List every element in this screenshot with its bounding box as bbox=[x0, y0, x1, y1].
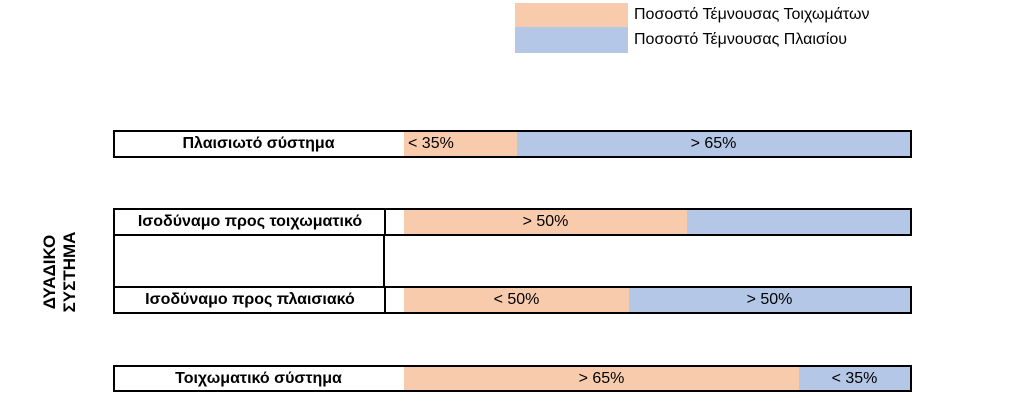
segment-wall-wall-system: > 65% bbox=[404, 367, 799, 390]
segment-frame-equivalent-wall bbox=[687, 210, 910, 234]
segment-frame-text: < 35% bbox=[831, 369, 878, 387]
segment-wall-text: > 50% bbox=[522, 213, 569, 230]
dual-block-left-border bbox=[113, 234, 115, 288]
row-label-equivalent-wall: Ισοδύναμο προς τοιχωματικό bbox=[137, 213, 363, 230]
row-equivalent-wall: Ισοδύναμο προς τοιχωματικό > 50% bbox=[113, 208, 912, 236]
row-wall-system: Τοιχωματικό σύστημα > 65% < 35% bbox=[113, 365, 912, 392]
segment-frame-text: > 65% bbox=[690, 135, 737, 152]
row-frame-system: Πλαισιωτό σύστημα < 35% > 65% bbox=[113, 130, 912, 158]
segment-frame-frame-system: > 65% bbox=[517, 132, 910, 156]
segment-wall-text: > 65% bbox=[578, 369, 625, 387]
segment-wall-equivalent-frame: < 50% bbox=[404, 288, 629, 312]
segment-wall-equivalent-wall: > 50% bbox=[404, 210, 687, 234]
legend-label-wall: Ποσοστό Τέμνουσας Τοιχωμάτων bbox=[634, 6, 870, 23]
row-label-divider bbox=[384, 288, 386, 312]
dual-system-label: ΔΥΑΔΙΚΟ ΣΥΣΤΗΜΑ bbox=[40, 222, 80, 322]
row-label-frame-system: Πλαισιωτό σύστημα bbox=[182, 135, 335, 152]
row-label-wall-system: Τοιχωματικό σύστημα bbox=[175, 370, 342, 387]
legend-label-frame: Ποσοστό Τέμνουσας Πλαισίου bbox=[634, 31, 847, 48]
dual-system-label-line2: ΣΥΣΤΗΜΑ bbox=[60, 231, 79, 313]
row-equivalent-frame: Ισοδύναμο προς πλαισιακό < 50% > 50% bbox=[113, 286, 912, 314]
legend-swatch-wall bbox=[515, 3, 628, 27]
segment-frame-wall-system: < 35% bbox=[799, 367, 910, 390]
row-label-divider bbox=[384, 210, 386, 234]
dual-block-mid-border bbox=[383, 234, 385, 288]
segment-wall-text: < 35% bbox=[408, 135, 454, 152]
row-label-equivalent-frame: Ισοδύναμο προς πλαισιακό bbox=[145, 291, 355, 308]
segment-wall-frame-system: < 35% bbox=[404, 132, 517, 156]
segment-frame-equivalent-frame: > 50% bbox=[629, 288, 910, 312]
segment-frame-text: > 50% bbox=[746, 291, 793, 308]
dual-system-label-line1: ΔΥΑΔΙΚΟ bbox=[40, 234, 59, 310]
legend-swatch-frame bbox=[515, 27, 628, 53]
segment-wall-text: < 50% bbox=[493, 291, 540, 308]
